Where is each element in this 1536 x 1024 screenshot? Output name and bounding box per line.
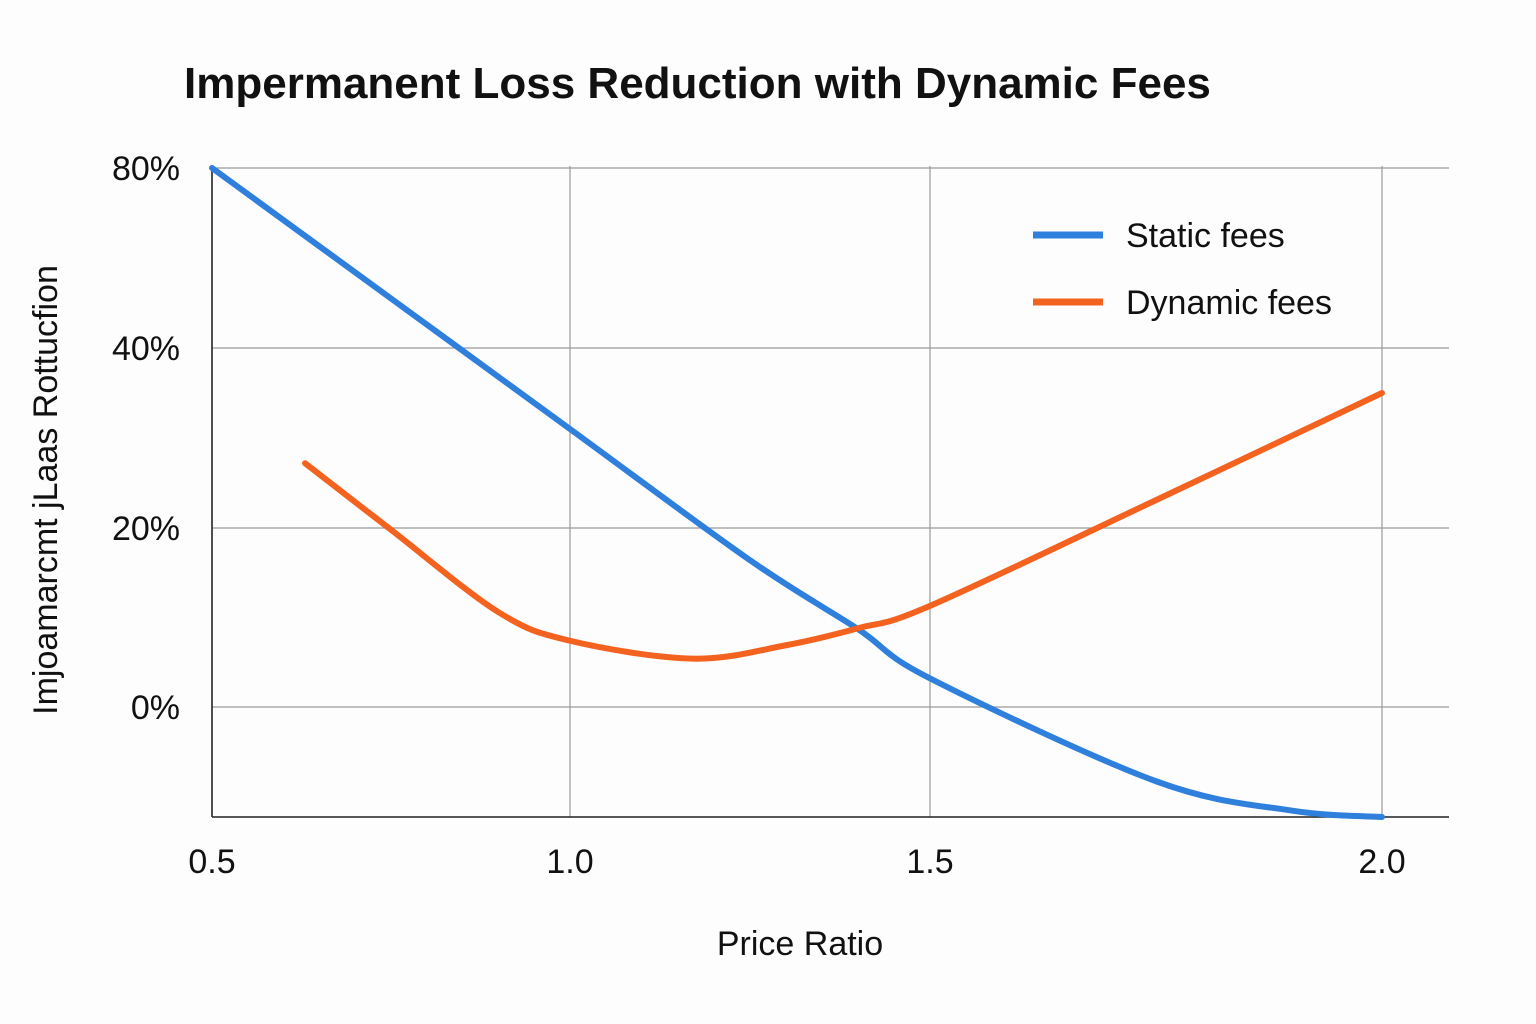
chart-title: Impermanent Loss Reduction with Dynamic … [184,59,1211,108]
y-tick-label: 0% [131,689,180,727]
series-group [209,165,1385,820]
legend: Static fees Dynamic fees [1033,217,1332,322]
y-axis-label: Imjoamarcmt jLaas Rottucfion [27,265,65,715]
legend-label-static-fees: Static fees [1126,217,1285,255]
series-line-dynamic-fees [302,390,1385,662]
y-tick-label: 40% [112,330,180,368]
x-axis-label: Price Ratio [717,925,883,963]
legend-label-dynamic-fees: Dynamic fees [1126,284,1332,322]
x-tick-label: 0.5 [188,843,235,881]
x-tick-label: 1.0 [546,843,593,881]
series-line-static-fees [209,165,1385,820]
x-tick-label: 2.0 [1358,843,1405,881]
gridlines [212,166,1449,817]
tick-labels: 0.5 1.0 1.5 2.0 80% 40% 20% 0% [112,150,1406,881]
y-tick-label: 20% [112,510,180,548]
x-tick-label: 1.5 [906,843,953,881]
y-tick-label: 80% [112,150,180,188]
